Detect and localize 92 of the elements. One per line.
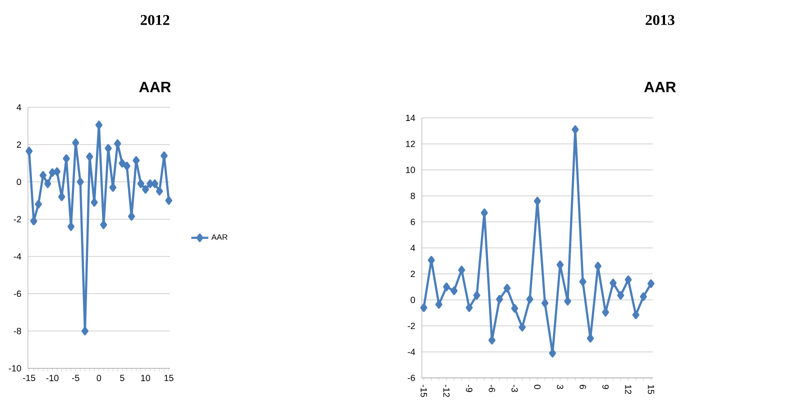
point xyxy=(118,159,126,168)
point xyxy=(86,152,94,162)
x-tick-label: 10 xyxy=(141,374,150,382)
point xyxy=(624,276,632,284)
y-tick-label: 2 xyxy=(16,142,21,148)
y-tick-label: 4 xyxy=(16,104,22,111)
point xyxy=(435,300,442,309)
x-tick-label: 12 xyxy=(625,385,632,394)
point xyxy=(137,180,144,188)
point xyxy=(473,291,480,300)
y-tick-label: 2 xyxy=(410,270,415,278)
point xyxy=(504,284,511,293)
point xyxy=(632,310,640,320)
x-tick-label: 3 xyxy=(556,384,564,390)
y-tick-label: 0 xyxy=(410,296,416,304)
y-tick-label: -8 xyxy=(14,328,22,334)
point xyxy=(34,200,42,209)
point xyxy=(109,183,116,192)
point xyxy=(450,286,458,296)
point xyxy=(556,260,564,270)
point xyxy=(100,220,108,230)
y-tick-label: 12 xyxy=(406,140,415,148)
y-tick-label: -6 xyxy=(14,290,22,298)
chart-title: 2012 xyxy=(140,15,170,26)
y-tick-label: 14 xyxy=(406,114,416,122)
x-tick-label: -5 xyxy=(72,374,80,382)
y-tick-label: -4 xyxy=(408,348,416,356)
point xyxy=(26,146,33,156)
point xyxy=(68,222,74,232)
x-tick-label: 9 xyxy=(602,384,609,390)
x-tick-label: 5 xyxy=(120,374,124,382)
point xyxy=(518,323,526,332)
point xyxy=(123,162,130,170)
point xyxy=(48,168,56,177)
x-tick-label: -3 xyxy=(511,384,518,392)
chart-subtitle: AAR xyxy=(644,82,676,92)
x-tick-label: 15 xyxy=(648,385,654,394)
point xyxy=(72,138,80,148)
point xyxy=(420,304,428,312)
point xyxy=(128,212,136,221)
point xyxy=(466,304,473,312)
chart-subtitle: AAR xyxy=(139,82,171,92)
point xyxy=(95,120,102,130)
y-tick-label: 6 xyxy=(410,218,415,226)
point xyxy=(458,266,466,274)
y-tick-label: 4 xyxy=(410,244,416,252)
point xyxy=(165,196,172,205)
point xyxy=(496,295,504,304)
y-tick-label: -2 xyxy=(408,322,415,330)
x-tick-label: -10 xyxy=(46,374,59,382)
point xyxy=(549,349,556,358)
point xyxy=(44,180,52,188)
x-tick-label: -12 xyxy=(443,384,450,398)
x-tick-label: -9 xyxy=(466,384,472,392)
point xyxy=(488,336,496,345)
y-tick-label: -2 xyxy=(14,216,21,222)
y-tick-label: -10 xyxy=(8,365,22,372)
point xyxy=(526,295,534,304)
x-tick-label: -15 xyxy=(23,374,36,382)
point xyxy=(602,308,610,317)
y-tick-label: 10 xyxy=(406,166,416,174)
x-tick-label: 15 xyxy=(164,374,174,382)
point xyxy=(511,304,518,313)
point xyxy=(156,187,163,196)
point xyxy=(142,185,149,194)
point xyxy=(90,198,98,207)
point xyxy=(640,292,647,302)
x-tick-label: 0 xyxy=(96,374,102,382)
x-tick-label: 0 xyxy=(534,384,541,390)
point xyxy=(610,278,617,288)
point xyxy=(564,297,572,306)
y-tick-label: -4 xyxy=(14,254,22,260)
point xyxy=(54,167,61,176)
x-tick-label: -15 xyxy=(420,384,427,398)
point xyxy=(442,282,450,292)
point xyxy=(40,171,47,180)
x-tick-label: 6 xyxy=(580,385,586,390)
x-tick-label: -6 xyxy=(488,384,496,392)
point xyxy=(76,178,84,186)
chart-title: 2013 xyxy=(646,15,674,26)
point xyxy=(58,192,66,202)
y-tick-label: 8 xyxy=(410,192,415,200)
point xyxy=(586,334,594,343)
y-tick-label: 0 xyxy=(16,178,22,186)
point xyxy=(541,298,548,308)
point xyxy=(132,156,140,165)
point xyxy=(579,278,586,286)
point xyxy=(81,326,88,336)
point xyxy=(617,291,624,300)
point xyxy=(480,208,488,218)
point xyxy=(30,216,38,226)
point xyxy=(647,279,654,288)
